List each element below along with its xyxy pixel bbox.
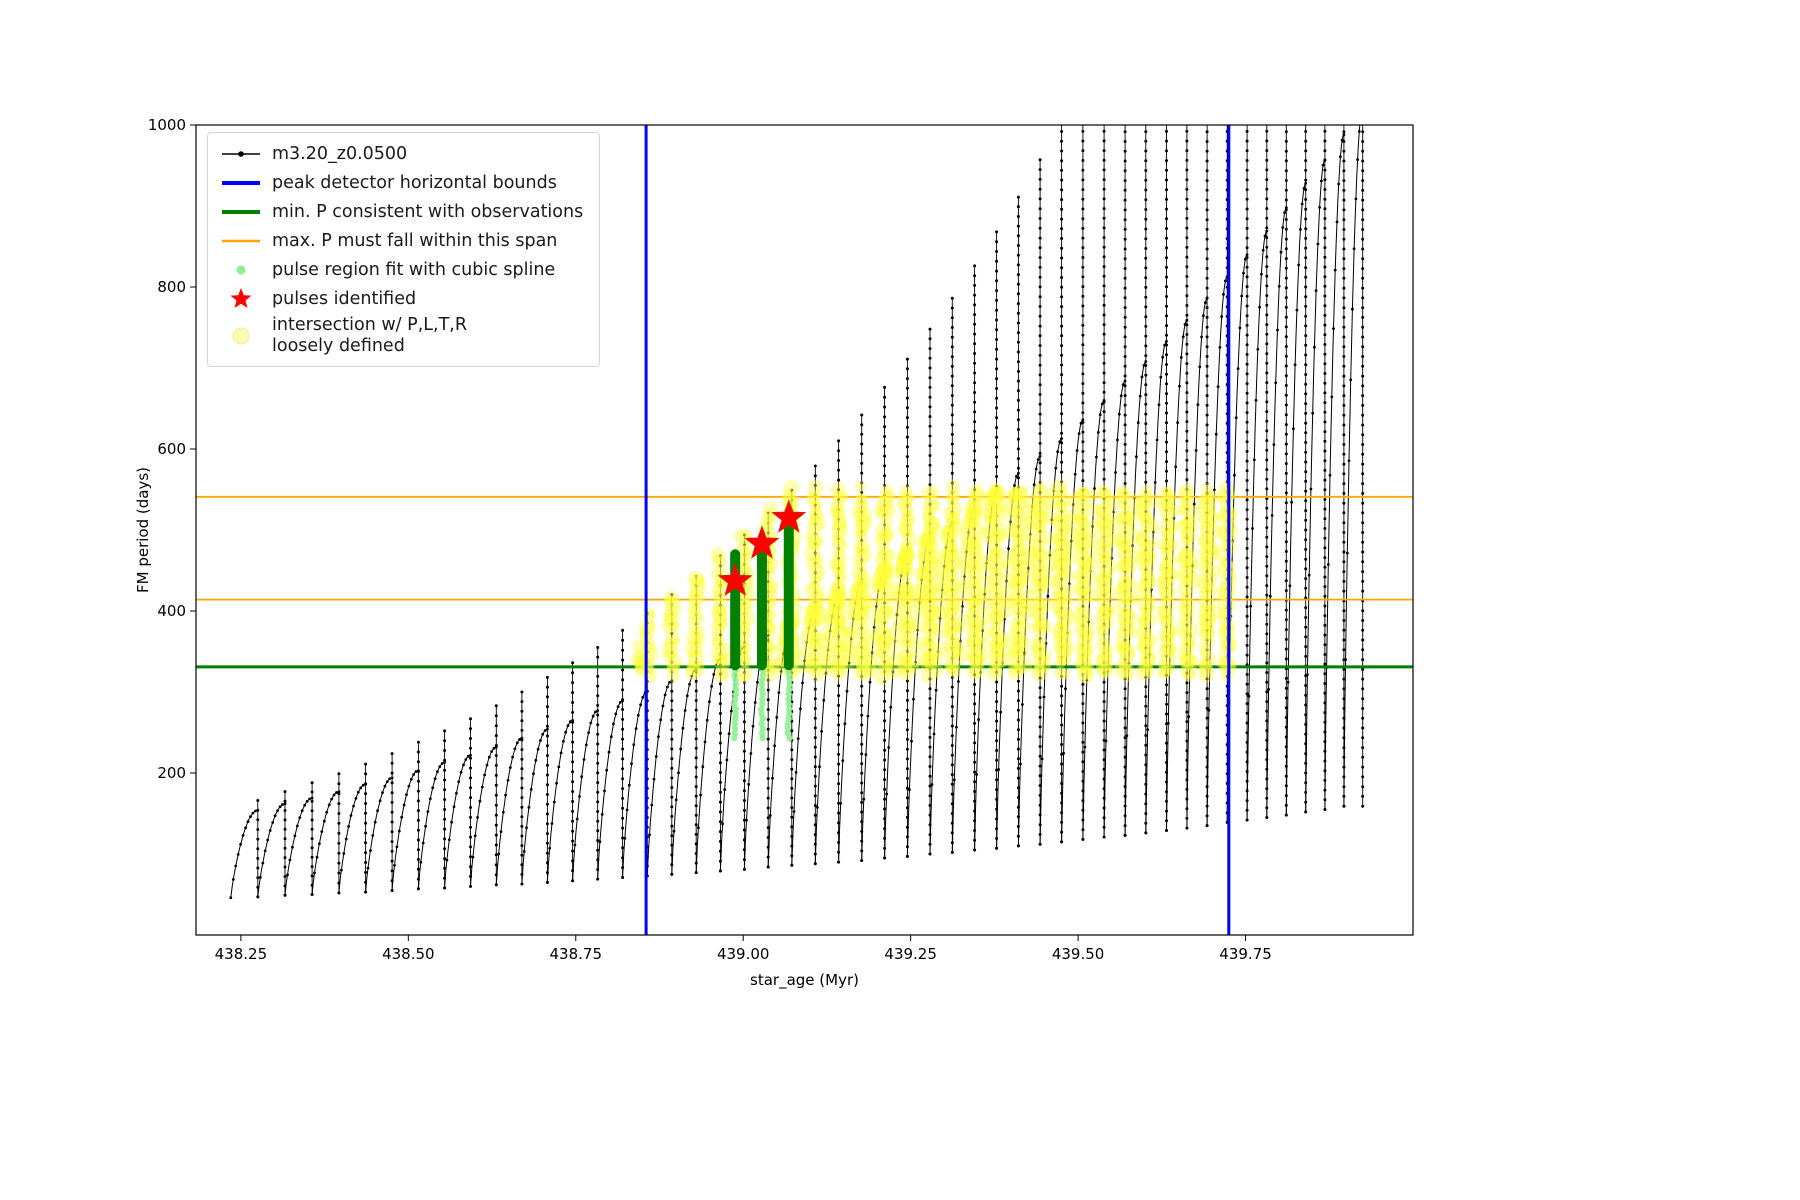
blue-line-icon	[218, 174, 264, 192]
svg-text:200: 200	[157, 764, 186, 782]
legend-label-spline: pulse region fit with cubic spline	[272, 259, 556, 280]
svg-text:439.00: 439.00	[717, 945, 770, 963]
red-star-icon	[218, 286, 264, 312]
legend-label-max-p: max. P must fall within this span	[272, 230, 558, 251]
svg-text:438.25: 438.25	[215, 945, 268, 963]
legend-label-pulses: pulses identified	[272, 288, 417, 309]
svg-text:439.75: 439.75	[1219, 945, 1272, 963]
svg-text:439.25: 439.25	[884, 945, 937, 963]
svg-text:800: 800	[157, 278, 186, 296]
legend-label-peak-bounds: peak detector horizontal bounds	[272, 172, 557, 193]
legend-row-max-p: max. P must fall within this span	[218, 228, 583, 254]
legend-label-min-p: min. P consistent with observations	[272, 201, 584, 222]
orange-line-icon	[218, 232, 264, 250]
green-line-icon	[218, 203, 264, 221]
lightgreen-dot-icon	[218, 261, 264, 279]
svg-text:438.50: 438.50	[382, 945, 435, 963]
legend-label-intersection: intersection w/ P,L,T,R loosely defined	[272, 315, 467, 356]
svg-text:600: 600	[157, 440, 186, 458]
svg-text:439.50: 439.50	[1052, 945, 1105, 963]
legend-row-spline: pulse region fit with cubic spline	[218, 257, 583, 283]
legend-row-min-p: min. P consistent with observations	[218, 199, 583, 225]
svg-text:star_age (Myr): star_age (Myr)	[750, 971, 859, 990]
legend: m3.20_z0.0500 peak detector horizontal b…	[207, 132, 601, 368]
svg-text:FM period (days): FM period (days)	[134, 467, 152, 593]
legend-row-peak-bounds: peak detector horizontal bounds	[218, 170, 583, 196]
svg-text:400: 400	[157, 602, 186, 620]
svg-text:438.75: 438.75	[550, 945, 603, 963]
legend-label-series: m3.20_z0.0500	[272, 143, 408, 164]
legend-row-pulses: pulses identified	[218, 286, 583, 312]
legend-row-series: m3.20_z0.0500	[218, 141, 583, 167]
legend-row-intersection: intersection w/ P,L,T,R loosely defined	[218, 315, 583, 356]
svg-text:1000: 1000	[148, 116, 186, 134]
yellow-dot-icon	[218, 324, 264, 348]
series-line-dot-icon	[218, 145, 264, 163]
